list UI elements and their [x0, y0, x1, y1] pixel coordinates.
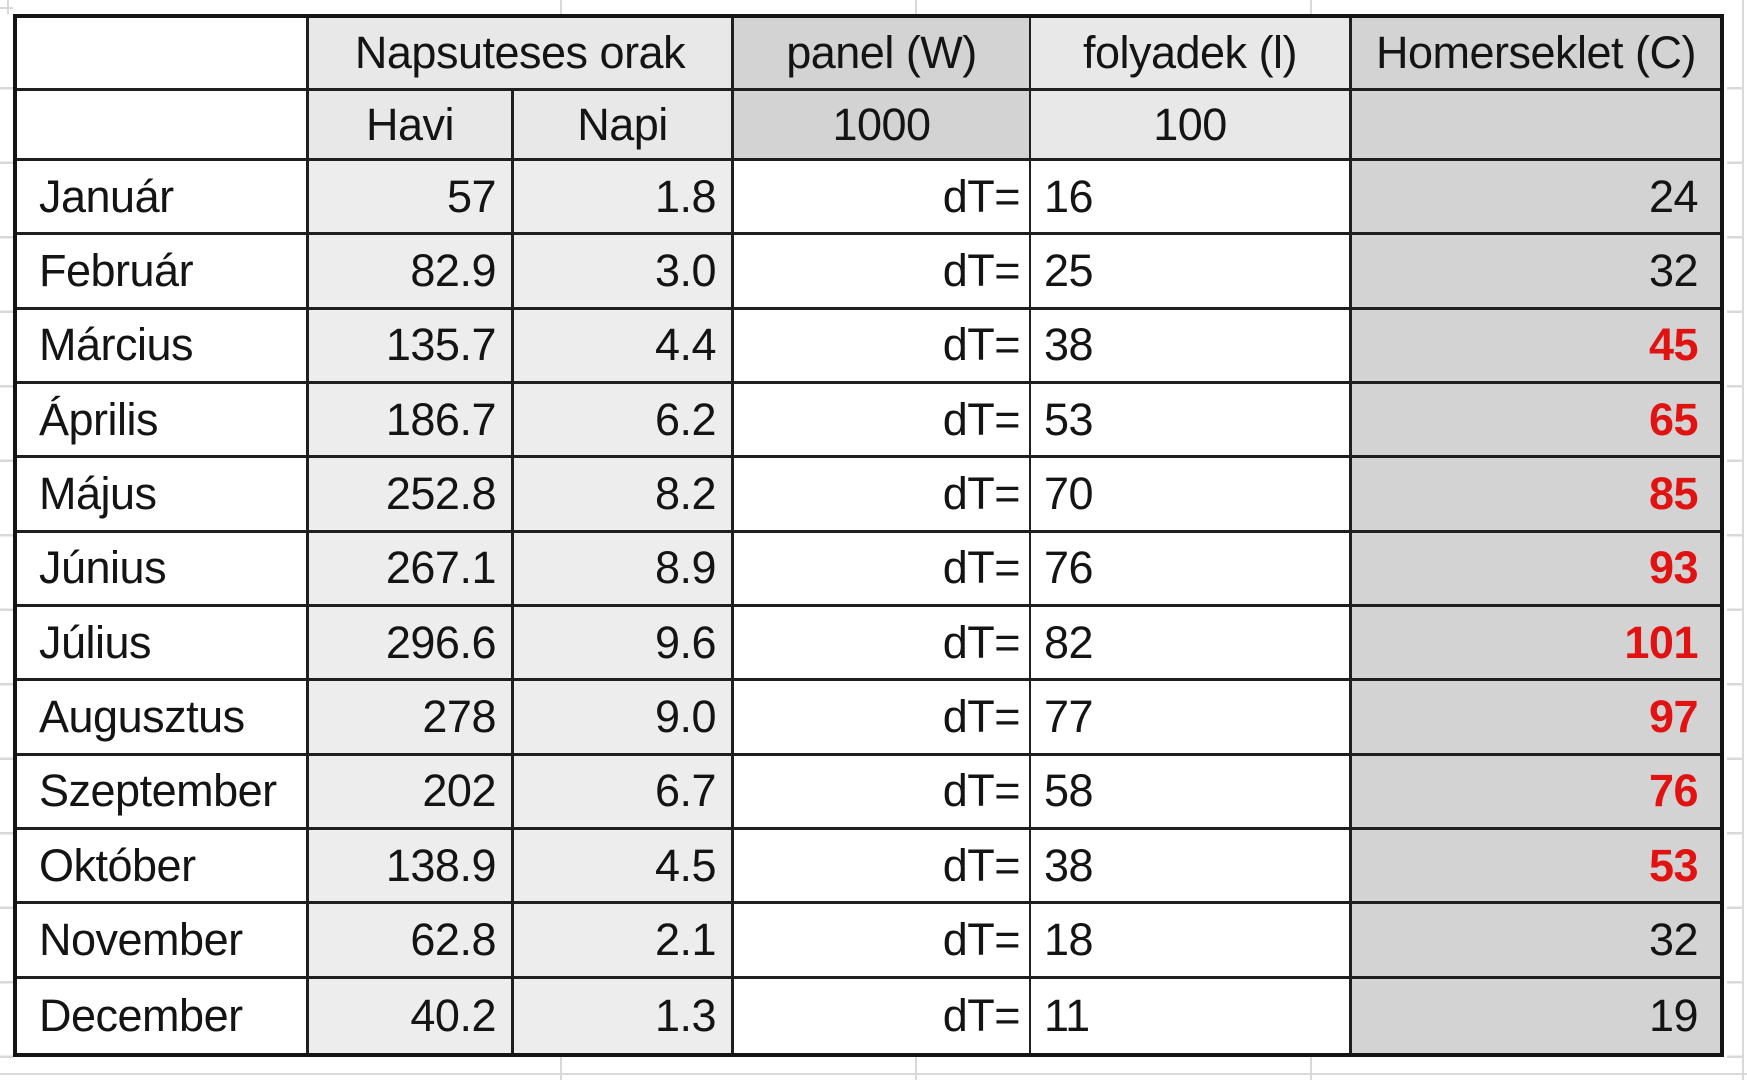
havi-cell[interactable]: 202 — [309, 755, 514, 830]
dt-label-cell[interactable]: dT= — [734, 161, 1031, 236]
temp-cell[interactable]: 19 — [1352, 978, 1720, 1053]
gridline — [915, 0, 917, 14]
napi-cell[interactable]: 6.7 — [514, 755, 734, 830]
gridline — [7, 0, 9, 14]
napi-cell[interactable]: 8.2 — [514, 458, 734, 533]
month-cell[interactable]: Március — [17, 309, 309, 384]
header-havi[interactable]: Havi — [309, 91, 514, 161]
month-cell[interactable]: Február — [17, 235, 309, 310]
napi-cell[interactable]: 1.3 — [514, 978, 734, 1053]
havi-cell[interactable]: 135.7 — [309, 309, 514, 384]
month-cell[interactable]: December — [17, 978, 309, 1053]
temp-cell[interactable]: 32 — [1352, 235, 1720, 310]
month-cell[interactable]: Május — [17, 458, 309, 533]
dt-label-cell[interactable]: dT= — [734, 755, 1031, 830]
empty-cell[interactable] — [17, 18, 309, 91]
havi-cell[interactable]: 186.7 — [309, 384, 514, 459]
temp-cell[interactable]: 32 — [1352, 904, 1720, 979]
folyadek-cell[interactable]: 18 — [1031, 904, 1352, 979]
havi-cell[interactable]: 57 — [309, 161, 514, 236]
napi-cell[interactable]: 4.4 — [514, 309, 734, 384]
temp-cell[interactable]: 24 — [1352, 161, 1720, 236]
folyadek-cell[interactable]: 38 — [1031, 830, 1352, 905]
folyadek-cell[interactable]: 25 — [1031, 235, 1352, 310]
havi-cell[interactable]: 62.8 — [309, 904, 514, 979]
gridline — [560, 1057, 562, 1080]
header-panel[interactable]: panel (W) — [734, 18, 1031, 91]
month-cell[interactable]: Szeptember — [17, 755, 309, 830]
napi-cell[interactable]: 1.8 — [514, 161, 734, 236]
month-cell[interactable]: Június — [17, 532, 309, 607]
napi-cell[interactable]: 6.2 — [514, 384, 734, 459]
header-napi[interactable]: Napi — [514, 91, 734, 161]
folyadek-cell[interactable]: 11 — [1031, 978, 1352, 1053]
folyadek-cell[interactable]: 82 — [1031, 607, 1352, 682]
napi-cell[interactable]: 9.6 — [514, 607, 734, 682]
temp-cell[interactable]: 97 — [1352, 681, 1720, 756]
temp-cell[interactable]: 85 — [1352, 458, 1720, 533]
month-cell[interactable]: Október — [17, 830, 309, 905]
dt-label-cell[interactable]: dT= — [734, 309, 1031, 384]
gridline — [915, 1057, 917, 1080]
temp-cell[interactable]: 65 — [1352, 384, 1720, 459]
spreadsheet-table: Napsuteses orak panel (W) folyadek (l) H… — [13, 14, 1724, 1057]
month-cell[interactable]: Január — [17, 161, 309, 236]
gridline — [1310, 0, 1312, 14]
header-folyadek[interactable]: folyadek (l) — [1031, 18, 1352, 91]
napi-cell[interactable]: 3.0 — [514, 235, 734, 310]
havi-cell[interactable]: 82.9 — [309, 235, 514, 310]
gridline — [0, 1073, 1747, 1075]
havi-cell[interactable]: 296.6 — [309, 607, 514, 682]
dt-label-cell[interactable]: dT= — [734, 384, 1031, 459]
havi-cell[interactable]: 252.8 — [309, 458, 514, 533]
header-napsuteses-orak[interactable]: Napsuteses orak — [309, 18, 734, 91]
folyadek-liters-value[interactable]: 100 — [1031, 91, 1352, 161]
temp-cell[interactable]: 45 — [1352, 309, 1720, 384]
napi-cell[interactable]: 9.0 — [514, 681, 734, 756]
havi-cell[interactable]: 278 — [309, 681, 514, 756]
gridline — [1727, 87, 1742, 1058]
folyadek-cell[interactable]: 53 — [1031, 384, 1352, 459]
temp-cell[interactable]: 76 — [1352, 755, 1720, 830]
header-homerseklet[interactable]: Homerseklet (C) — [1352, 18, 1720, 91]
folyadek-cell[interactable]: 58 — [1031, 755, 1352, 830]
month-cell[interactable]: Július — [17, 607, 309, 682]
temp-cell[interactable]: 101 — [1352, 607, 1720, 682]
folyadek-cell[interactable]: 16 — [1031, 161, 1352, 236]
temp-cell[interactable]: 93 — [1352, 532, 1720, 607]
empty-cell[interactable] — [17, 91, 309, 161]
napi-cell[interactable]: 8.9 — [514, 532, 734, 607]
panel-watts-value[interactable]: 1000 — [734, 91, 1031, 161]
gridline — [0, 7, 13, 9]
empty-cell[interactable] — [1352, 91, 1720, 161]
dt-label-cell[interactable]: dT= — [734, 978, 1031, 1053]
gridline — [0, 87, 13, 1058]
folyadek-cell[interactable]: 70 — [1031, 458, 1352, 533]
havi-cell[interactable]: 138.9 — [309, 830, 514, 905]
month-cell[interactable]: Augusztus — [17, 681, 309, 756]
folyadek-cell[interactable]: 76 — [1031, 532, 1352, 607]
napi-cell[interactable]: 2.1 — [514, 904, 734, 979]
folyadek-cell[interactable]: 38 — [1031, 309, 1352, 384]
temp-cell[interactable]: 53 — [1352, 830, 1720, 905]
havi-cell[interactable]: 267.1 — [309, 532, 514, 607]
gridline — [1310, 1057, 1312, 1080]
havi-cell[interactable]: 40.2 — [309, 978, 514, 1053]
gridline — [560, 0, 562, 14]
dt-label-cell[interactable]: dT= — [734, 458, 1031, 533]
gridline — [1742, 0, 1744, 1080]
month-cell[interactable]: Április — [17, 384, 309, 459]
month-cell[interactable]: November — [17, 904, 309, 979]
dt-label-cell[interactable]: dT= — [734, 607, 1031, 682]
folyadek-cell[interactable]: 77 — [1031, 681, 1352, 756]
dt-label-cell[interactable]: dT= — [734, 681, 1031, 756]
dt-label-cell[interactable]: dT= — [734, 532, 1031, 607]
dt-label-cell[interactable]: dT= — [734, 830, 1031, 905]
dt-label-cell[interactable]: dT= — [734, 235, 1031, 310]
napi-cell[interactable]: 4.5 — [514, 830, 734, 905]
dt-label-cell[interactable]: dT= — [734, 904, 1031, 979]
